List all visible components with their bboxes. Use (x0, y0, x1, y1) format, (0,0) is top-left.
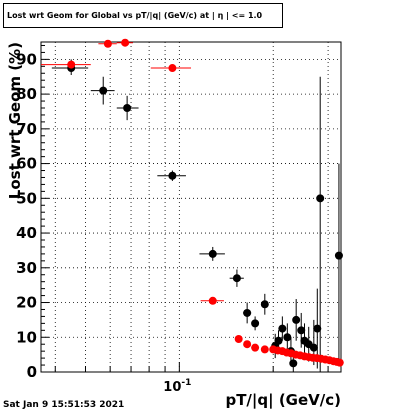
data-point (309, 343, 318, 352)
y-tick-label: 40 (16, 224, 37, 242)
date-stamp: Sat Jan 9 15:51:53 2021 (3, 400, 125, 410)
y-tick-labels: 0 10 20 30 40 50 60 70 80 90 (16, 50, 37, 381)
data-point (168, 64, 177, 73)
data-point (121, 38, 130, 47)
axis-ticks (41, 44, 329, 373)
x-tick-labels: 10-1 (163, 378, 191, 395)
data-point (234, 335, 243, 343)
data-point (334, 251, 343, 260)
data-point (313, 324, 322, 333)
data-point (99, 86, 108, 95)
data-point (316, 194, 325, 203)
x-tick-label-major: 10-1 (163, 378, 191, 395)
data-point (292, 315, 301, 324)
y-tick-label: 90 (16, 50, 37, 68)
y-tick-label: 60 (16, 155, 37, 173)
y-tick-label: 50 (16, 189, 37, 207)
y-tick-label: 20 (16, 294, 37, 312)
data-point (123, 104, 132, 112)
chart-title-box: Lost wrt Geom for Global vs pT/|q| (GeV/… (3, 3, 283, 28)
data-point (274, 336, 283, 345)
data-point (260, 345, 269, 354)
y-tick-label: 30 (16, 259, 37, 277)
data-series (41, 38, 344, 372)
data-point (278, 324, 287, 333)
data-point (283, 333, 292, 342)
data-point (251, 343, 260, 352)
y-axis-label: Lost wrt Geom (%) (6, 42, 24, 199)
data-point (103, 39, 112, 48)
x-tick-base: 10 (163, 380, 181, 395)
data-point (289, 359, 298, 368)
y-tick-label: 70 (16, 120, 37, 138)
y-tick-label: 0 (27, 363, 37, 381)
data-point (243, 308, 252, 317)
y-tick-label: 10 (16, 328, 37, 346)
x-axis-label: pT/|q| (GeV/c) (225, 391, 341, 410)
data-point (67, 60, 76, 69)
data-point (232, 274, 241, 283)
y-tick-label: 80 (16, 85, 37, 103)
data-point (297, 326, 306, 335)
series-0 (51, 59, 343, 372)
plot-frame (40, 41, 342, 373)
data-point (260, 300, 269, 309)
data-point (335, 358, 344, 367)
data-point (208, 296, 217, 305)
data-point (168, 171, 177, 180)
x-tick-exponent: -1 (181, 378, 191, 388)
data-point (208, 249, 217, 258)
data-point (251, 319, 260, 328)
chart-title: Lost wrt Geom for Global vs pT/|q| (GeV/… (7, 11, 263, 20)
data-point (243, 340, 252, 349)
series-1 (41, 38, 344, 367)
